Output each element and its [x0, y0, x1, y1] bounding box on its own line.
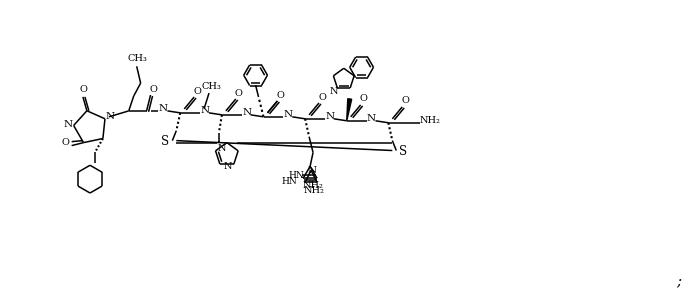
- Text: S: S: [161, 135, 169, 148]
- Text: CH₃: CH₃: [201, 82, 221, 91]
- Text: HN: HN: [282, 177, 297, 186]
- Text: O: O: [62, 138, 70, 147]
- Text: N: N: [284, 110, 293, 119]
- Text: ;: ;: [677, 275, 682, 289]
- Text: O: O: [401, 96, 409, 106]
- Text: N: N: [308, 166, 317, 175]
- Text: N: N: [367, 114, 376, 123]
- Text: NH₂: NH₂: [303, 186, 324, 195]
- Text: O: O: [193, 87, 201, 95]
- Text: N: N: [201, 106, 210, 115]
- Text: N: N: [217, 144, 226, 153]
- Text: NH₂: NH₂: [303, 181, 324, 190]
- Text: HN: HN: [288, 171, 304, 180]
- Text: O: O: [235, 88, 243, 98]
- Text: O: O: [276, 91, 284, 99]
- Text: O: O: [360, 95, 368, 103]
- Text: N: N: [330, 87, 338, 95]
- Text: NH₂: NH₂: [419, 116, 440, 125]
- Text: O: O: [150, 84, 157, 94]
- Text: CH₃: CH₃: [128, 54, 147, 63]
- Text: N: N: [325, 112, 334, 121]
- Text: N: N: [63, 120, 72, 129]
- Text: S: S: [399, 145, 408, 158]
- Text: O: O: [318, 92, 326, 102]
- Text: N: N: [159, 104, 168, 113]
- Text: N: N: [106, 112, 115, 121]
- Text: N: N: [242, 108, 251, 117]
- Text: N: N: [224, 162, 232, 170]
- Text: O: O: [80, 85, 88, 95]
- Polygon shape: [347, 99, 352, 121]
